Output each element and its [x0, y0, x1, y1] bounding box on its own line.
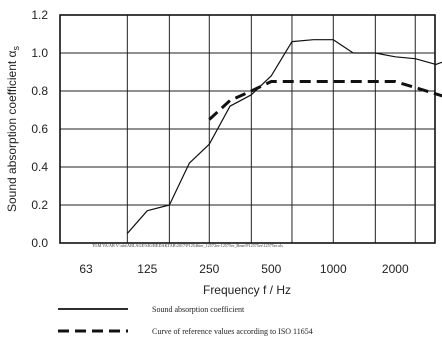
y-axis-label-main: Sound absorption coefficient α: [5, 50, 19, 212]
y-tick-label: 0.8: [31, 84, 48, 98]
x-tick-label: 2000: [382, 262, 409, 276]
legend-label: Sound absorption coefficient: [152, 305, 245, 314]
x-tick-label: 1000: [320, 262, 347, 276]
x-tick-label: 125: [137, 262, 157, 276]
legend: Sound absorption coefficient Curve of ref…: [58, 305, 313, 336]
x-tick-label: 250: [199, 262, 219, 276]
x-tick-label: 63: [79, 262, 93, 276]
grid: [60, 15, 435, 243]
plot-frame: [59, 14, 436, 244]
legend-label: Curve of reference values according to I…: [152, 327, 313, 336]
reference-curve-line: [208, 80, 442, 121]
y-tick-label: 1.2: [31, 8, 48, 22]
y-ticks: 0.0 0.2 0.4 0.6 0.8 1.0 1.2: [31, 8, 48, 250]
y-tick-label: 0.2: [31, 198, 48, 212]
footer-file-path: TGM VA/AB V:\abt\ABLAGE\SIG\REDAKTAB\201…: [92, 243, 283, 248]
y-axis-label-subscript: s: [11, 46, 21, 51]
x-tick-label: 500: [261, 262, 281, 276]
series: [126, 39, 442, 234]
y-axis-label: Sound absorption coefficient αs: [5, 46, 21, 213]
absorption-coefficient-line: [126, 39, 442, 234]
y-tick-label: 0.4: [31, 160, 48, 174]
x-axis-label: Frequency f / Hz: [203, 283, 291, 297]
y-tick-label: 0.0: [31, 236, 48, 250]
y-tick-label: 1.0: [31, 46, 48, 60]
x-ticks: 63125250500100020004000: [79, 262, 409, 276]
y-tick-label: 0.6: [31, 122, 48, 136]
